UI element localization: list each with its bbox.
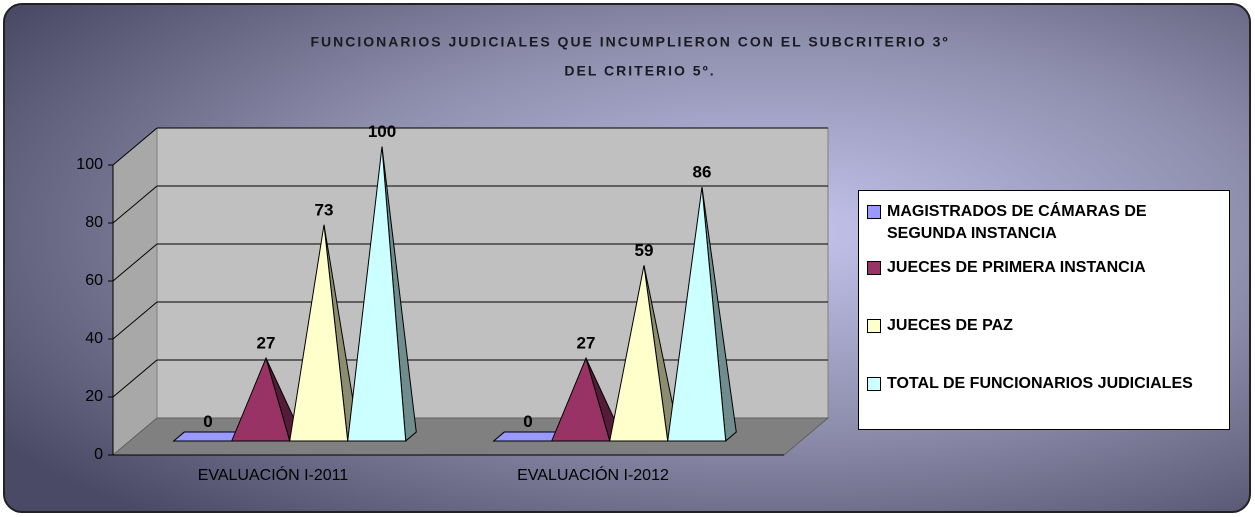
y-tick-label: 80 [85, 214, 103, 231]
y-tick-label: 40 [85, 330, 103, 347]
data-label: 73 [315, 200, 334, 219]
x-tick-label: EVALUACIÓN I-2012 [517, 465, 669, 484]
bar [550, 356, 611, 442]
grid-line [112, 185, 158, 224]
legend: MAGISTRADOS DE CÁMARAS DE SEGUNDA INSTAN… [858, 190, 1230, 430]
data-label: 86 [693, 163, 712, 182]
data-label: 0 [523, 412, 532, 431]
legend-item: JUECES DE PRIMERA INSTANCIA [867, 257, 1217, 279]
legend-label: JUECES DE PAZ [887, 317, 1013, 334]
legend-label: JUECES DE PRIMERA INSTANCIA [887, 259, 1146, 276]
legend-swatch [867, 261, 881, 275]
y-tick-label: 0 [94, 446, 103, 463]
data-label: 27 [577, 334, 596, 353]
legend-item: MAGISTRADOS DE CÁMARAS DE SEGUNDA INSTAN… [867, 201, 1217, 245]
grid-line [112, 127, 158, 166]
grid-line [112, 359, 158, 398]
legend-swatch [867, 319, 881, 333]
data-label: 59 [635, 241, 654, 260]
bar [347, 146, 407, 442]
side-wall [112, 126, 158, 457]
data-label: 0 [203, 412, 212, 431]
x-tick-label: EVALUACIÓN I-2011 [198, 465, 349, 484]
bar [609, 265, 669, 442]
data-label: 27 [257, 334, 276, 353]
chart-title: DEL CRITERIO 5º. [564, 63, 715, 79]
bar [230, 356, 291, 442]
legend-label: TOTAL DE FUNCIONARIOS JUDICIALES [887, 375, 1193, 392]
legend-item: TOTAL DE FUNCIONARIOS JUDICIALES [867, 373, 1217, 395]
grid-line [112, 301, 158, 340]
y-tick-label: 20 [85, 388, 103, 405]
chart-title: FUNCIONARIOS JUDICIALES QUE INCUMPLIERON… [310, 34, 949, 50]
bar [667, 187, 727, 442]
legend-swatch [867, 377, 881, 391]
grid-line [112, 243, 158, 282]
bar [289, 224, 349, 442]
y-tick-label: 60 [85, 272, 103, 289]
legend-swatch [867, 205, 881, 219]
legend-label: MAGISTRADOS DE CÁMARAS DE SEGUNDA INSTAN… [887, 203, 1147, 242]
y-tick-label: 100 [76, 156, 103, 173]
legend-item: JUECES DE PAZ [867, 315, 1217, 337]
data-label: 100 [368, 122, 396, 141]
